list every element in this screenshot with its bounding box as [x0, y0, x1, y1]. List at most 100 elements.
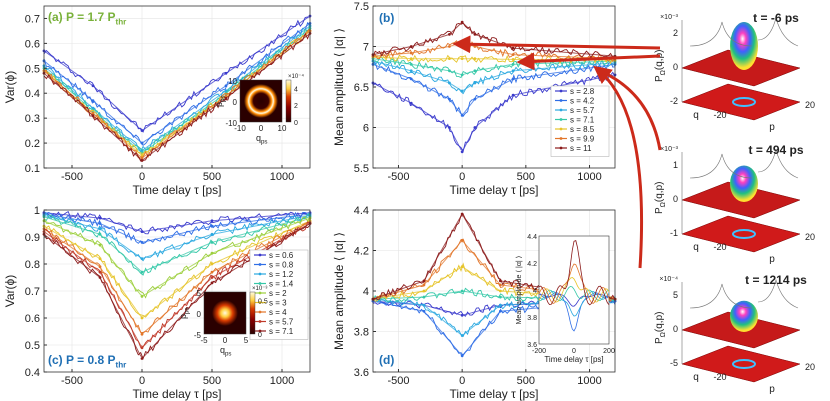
data-point-1-3	[224, 84, 228, 88]
marginal-p-1	[757, 148, 799, 179]
data-point-4-2	[140, 295, 144, 298]
data-point-7-2	[140, 346, 144, 350]
data-point-0-2	[448, 126, 451, 129]
legend-entry-2: s = 1.2	[269, 270, 294, 279]
data-point-1-3	[460, 113, 464, 117]
inset-xlabel: qps	[220, 345, 231, 358]
fit-line-0	[43, 212, 311, 232]
data-point-5-2	[140, 316, 144, 320]
surface-plane-bottom-1	[681, 215, 801, 253]
data-point-2-3	[498, 303, 502, 307]
z-tick-0-0: 2	[673, 28, 678, 38]
data-point-5-1	[98, 257, 102, 260]
inset-xlabel-sub: ps	[261, 139, 267, 146]
axis-q-2: q	[693, 372, 699, 383]
time-label-1: t = 494 ps	[748, 143, 803, 157]
inset-ylabel: pps	[178, 308, 191, 319]
series-line-3	[372, 57, 616, 79]
xtick-label-1: 0	[459, 375, 465, 387]
legend-entry-0: s = 0.6	[269, 251, 294, 260]
inset-heatmap-ring	[244, 84, 278, 118]
xtick-label-1: 0	[139, 375, 145, 387]
panel-b-mean-amplitude: -500 0 500 1000 5.5 6 6.5 7 7.5 Time delay τ [ps]…	[332, 1, 617, 197]
ytick-label-1: 3.8	[354, 327, 369, 339]
data-point-2-2	[140, 257, 144, 260]
inset-xtick-0: -5	[200, 336, 208, 345]
marginal-p-2	[757, 278, 799, 309]
legend-marker-1	[258, 263, 262, 266]
arrow-t-494	[516, 52, 661, 71]
data-point-1-2	[448, 97, 451, 101]
surface-contour-2	[732, 359, 756, 369]
inset-ylabel-main: p	[214, 102, 224, 107]
data-point-0-2	[140, 230, 144, 234]
z-label-arg-2: (q,p)	[654, 312, 665, 333]
marginal-p-0	[757, 16, 799, 47]
data-point-2-4	[473, 81, 477, 85]
data-point-4-1	[409, 57, 413, 61]
data-point-1-3	[210, 224, 214, 228]
z-tick-0-2: -2	[670, 96, 678, 106]
panel-d-mean-amplitude: -500 0 500 1000 3.6 3.8 4 4.2 4.4 Time delay τ [p…	[332, 205, 617, 401]
legend-entry-6: s = 11	[570, 144, 592, 153]
ytick-label-0: 5.5	[354, 163, 369, 175]
zoom-series-2	[538, 290, 610, 317]
data-point-8-1	[98, 276, 102, 279]
data-point-2-2	[448, 81, 451, 85]
xtick-label-2: 500	[203, 171, 221, 183]
data-point-0-2	[460, 313, 464, 317]
data-point-3-1	[98, 232, 102, 236]
legend-marker-2	[559, 108, 563, 112]
inset-ylabel-main: p	[178, 314, 188, 319]
data-point-3-5	[511, 62, 515, 66]
data-point-7-1	[98, 270, 102, 274]
ytick-label-0: 0.4	[25, 367, 40, 379]
panel-label: (b)	[379, 11, 394, 25]
data-point-0-3	[210, 219, 214, 223]
data-point-6-3	[210, 270, 214, 274]
fit-line-3	[43, 28, 311, 153]
data-point-3-4	[473, 69, 477, 73]
data-point-0-1	[409, 101, 413, 105]
series-line-1	[372, 60, 616, 118]
surface-contour-1	[732, 229, 756, 239]
fit-line-7	[43, 223, 311, 348]
ytick-label-3: 7	[363, 42, 369, 54]
series-line-2	[43, 211, 311, 262]
arrow-t-minus-6	[452, 35, 661, 54]
panel-label-sub: thr	[115, 17, 127, 26]
inset-cbar-tick-2: 4	[294, 86, 298, 93]
fit-line-6	[372, 22, 616, 57]
xtick-label-1: 0	[139, 171, 145, 183]
ytick-label-2: 0.6	[25, 313, 40, 325]
legend-marker-4	[258, 291, 262, 295]
zoom-ytick-0: 3.6	[527, 342, 537, 349]
zoom-xtick-0: -200	[532, 348, 546, 355]
ytick-label-0: 0.1	[25, 163, 40, 175]
legend-entry-6: s = 4	[269, 308, 287, 317]
zoom-ytick-3: 4.2	[527, 261, 537, 268]
inset-ylabel: pps	[214, 96, 227, 107]
zoom-ytick-4: 4.4	[527, 234, 537, 241]
z-exponent-2: ×10⁻⁴	[659, 276, 678, 283]
data-point-1-2	[140, 241, 144, 244]
data-point-5-1	[422, 283, 426, 287]
z-tick-0-1: 0	[673, 62, 678, 72]
ytick-label-2: 4	[363, 286, 369, 298]
data-point-5-3	[210, 262, 214, 266]
xtick-label-3: 1000	[577, 375, 601, 387]
zoom-xtick-2: 200	[603, 348, 615, 355]
panel-label-main: (a) P = 1.7 P	[48, 10, 115, 24]
zoom-series-3	[539, 285, 610, 302]
surface-peak-1	[730, 165, 758, 202]
ytick-label-1: 0.5	[25, 340, 40, 352]
quasi-probability-panels: 20-2×10⁻³PΩ(q,p)t = -6 psqp-202010-1×10⁻…	[654, 11, 815, 395]
data-point-3-2	[140, 270, 144, 274]
surface-plane-bottom-2	[681, 345, 801, 383]
data-point-1-3	[498, 309, 502, 313]
data-point-6-2	[140, 159, 144, 162]
data-point-5-3	[224, 94, 228, 98]
legend-entry-5: s = 3	[269, 299, 287, 308]
